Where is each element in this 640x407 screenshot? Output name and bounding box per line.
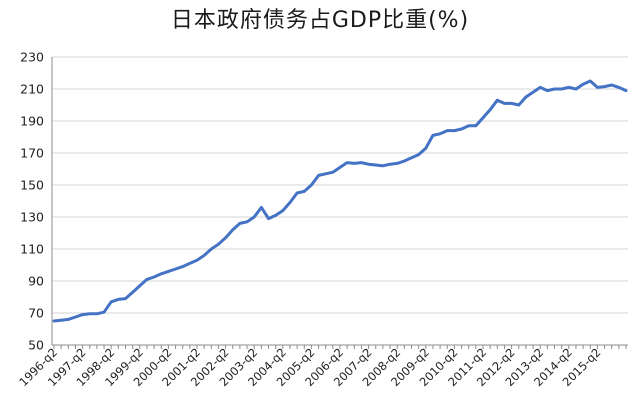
y-tick-label: 110 <box>20 242 44 257</box>
data-point <box>431 134 435 137</box>
y-tick-label: 50 <box>28 338 44 353</box>
data-point <box>438 132 442 135</box>
data-point <box>303 190 306 193</box>
data-point <box>360 161 363 164</box>
data-point <box>195 259 199 262</box>
y-tick-label: 190 <box>20 114 44 129</box>
data-point <box>281 209 284 212</box>
data-point <box>517 103 520 107</box>
data-point <box>102 311 106 314</box>
data-point <box>152 275 156 279</box>
data-point <box>510 102 513 105</box>
data-point <box>610 83 613 87</box>
data-point <box>288 201 292 204</box>
data-point <box>446 129 449 132</box>
data-point <box>603 85 606 88</box>
data-point <box>381 164 385 167</box>
grid-lines <box>52 56 628 314</box>
data-point <box>424 147 427 150</box>
x-axis-ticks: 1996-q21997-q21998-q21999-q22000-q22001-… <box>16 345 603 389</box>
data-point <box>74 315 77 319</box>
data-point <box>188 262 192 265</box>
data-point <box>202 254 206 257</box>
data-point <box>331 171 335 174</box>
data-point <box>52 319 56 323</box>
data-point <box>374 163 377 167</box>
data-point <box>553 87 556 91</box>
data-point <box>267 217 270 220</box>
data-point <box>589 79 592 83</box>
y-tick-label: 170 <box>20 146 44 161</box>
data-point <box>417 153 420 156</box>
data-point <box>245 220 249 223</box>
y-tick-label: 150 <box>20 178 44 193</box>
data-point <box>110 300 113 303</box>
y-tick-label: 230 <box>20 50 44 65</box>
data-point <box>138 284 141 287</box>
data-point <box>460 127 463 131</box>
data-point <box>345 161 349 164</box>
data-point <box>403 159 406 163</box>
data-point <box>546 89 549 92</box>
data-point <box>310 183 313 187</box>
data-point <box>617 86 621 89</box>
data-point <box>367 163 370 166</box>
data-point <box>410 156 413 159</box>
data-point <box>467 124 470 128</box>
data-point <box>567 86 570 89</box>
data-point <box>117 298 120 301</box>
data-point <box>396 162 399 165</box>
data-point <box>210 247 213 251</box>
data-point <box>596 86 599 89</box>
data-point <box>353 162 356 165</box>
data-point <box>531 91 535 94</box>
data-point <box>95 312 99 315</box>
data-point <box>574 87 578 91</box>
data-point <box>324 172 327 175</box>
data-point <box>524 95 528 99</box>
data-point <box>217 243 220 246</box>
data-point <box>474 124 478 128</box>
data-point <box>539 86 542 89</box>
y-tick-label: 70 <box>28 306 44 321</box>
data-point <box>174 267 177 271</box>
data-point <box>231 228 234 231</box>
y-tick-label: 90 <box>28 274 44 289</box>
y-tick-label: 130 <box>20 210 44 225</box>
data-point <box>181 265 184 268</box>
data-point <box>81 313 84 316</box>
data-point <box>260 206 263 209</box>
data-point <box>224 236 227 239</box>
data-point <box>560 87 563 91</box>
y-axis-ticks: 50 70 90 110 130 150 170 190 210 230 <box>20 50 44 353</box>
y-tick-label: 210 <box>20 82 44 97</box>
data-point <box>338 166 342 169</box>
data-point <box>581 83 585 86</box>
chart-title: 日本政府债务占GDP比重(%) <box>170 8 470 33</box>
data-point <box>124 297 127 300</box>
data-point <box>145 278 149 281</box>
data-point <box>624 89 628 92</box>
data-point <box>88 312 91 315</box>
data-point <box>453 129 456 132</box>
data-point <box>388 163 392 166</box>
data-point <box>131 291 134 294</box>
data-point <box>496 99 499 102</box>
data-point <box>238 222 242 225</box>
data-point <box>160 272 163 275</box>
axes <box>51 57 628 349</box>
data-point <box>274 214 277 217</box>
data-point <box>295 191 299 195</box>
data-point <box>503 102 506 105</box>
data-point <box>59 319 63 322</box>
data-point <box>167 270 170 273</box>
data-point <box>481 116 485 120</box>
series-layer <box>52 79 628 323</box>
data-point <box>317 174 320 177</box>
data-point <box>253 215 256 219</box>
data-point <box>488 108 492 112</box>
data-point <box>67 318 70 321</box>
